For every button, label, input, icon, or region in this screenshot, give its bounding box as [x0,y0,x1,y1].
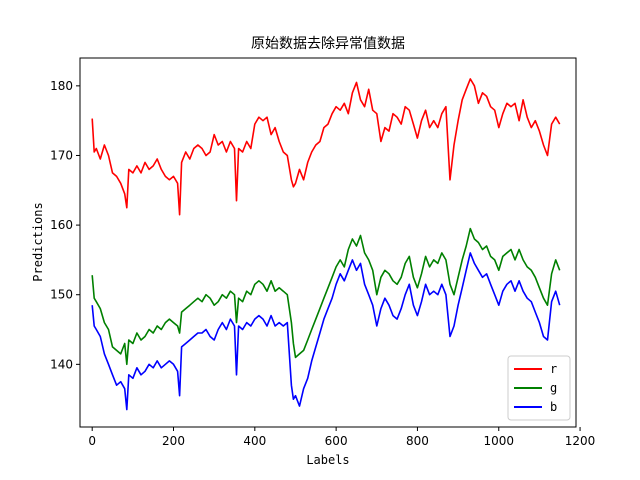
x-axis-label: Labels [306,453,349,467]
y-axis-label: Predictions [31,202,45,281]
legend-label-r: r [550,362,557,376]
y-tick-label: 160 [50,218,73,232]
legend-label-b: b [550,400,557,414]
chart-title: 原始数据去除异常值数据 [251,36,405,52]
x-tick-label: 1000 [483,434,514,448]
x-axis: 0 200 400 600 800 1000 1200 [88,427,595,448]
y-axis: 140 150 160 170 180 [50,79,80,371]
y-tick-label: 170 [50,148,73,162]
x-tick-label: 800 [406,434,429,448]
x-tick-label: 200 [162,434,185,448]
legend: rgb [507,355,571,421]
series-line-g [91,227,561,366]
series-line-r [91,78,561,216]
series-line-b [91,252,561,411]
x-tick-label: 400 [243,434,266,448]
y-tick-label: 140 [50,357,73,371]
x-tick-label: 600 [325,434,348,448]
x-tick-label: 0 [88,434,96,448]
y-tick-label: 150 [50,288,73,302]
plot-area [91,78,561,411]
legend-label-g: g [550,381,557,395]
x-tick-label: 1200 [565,434,596,448]
axes-frame [79,57,577,428]
y-tick-label: 180 [50,79,73,93]
